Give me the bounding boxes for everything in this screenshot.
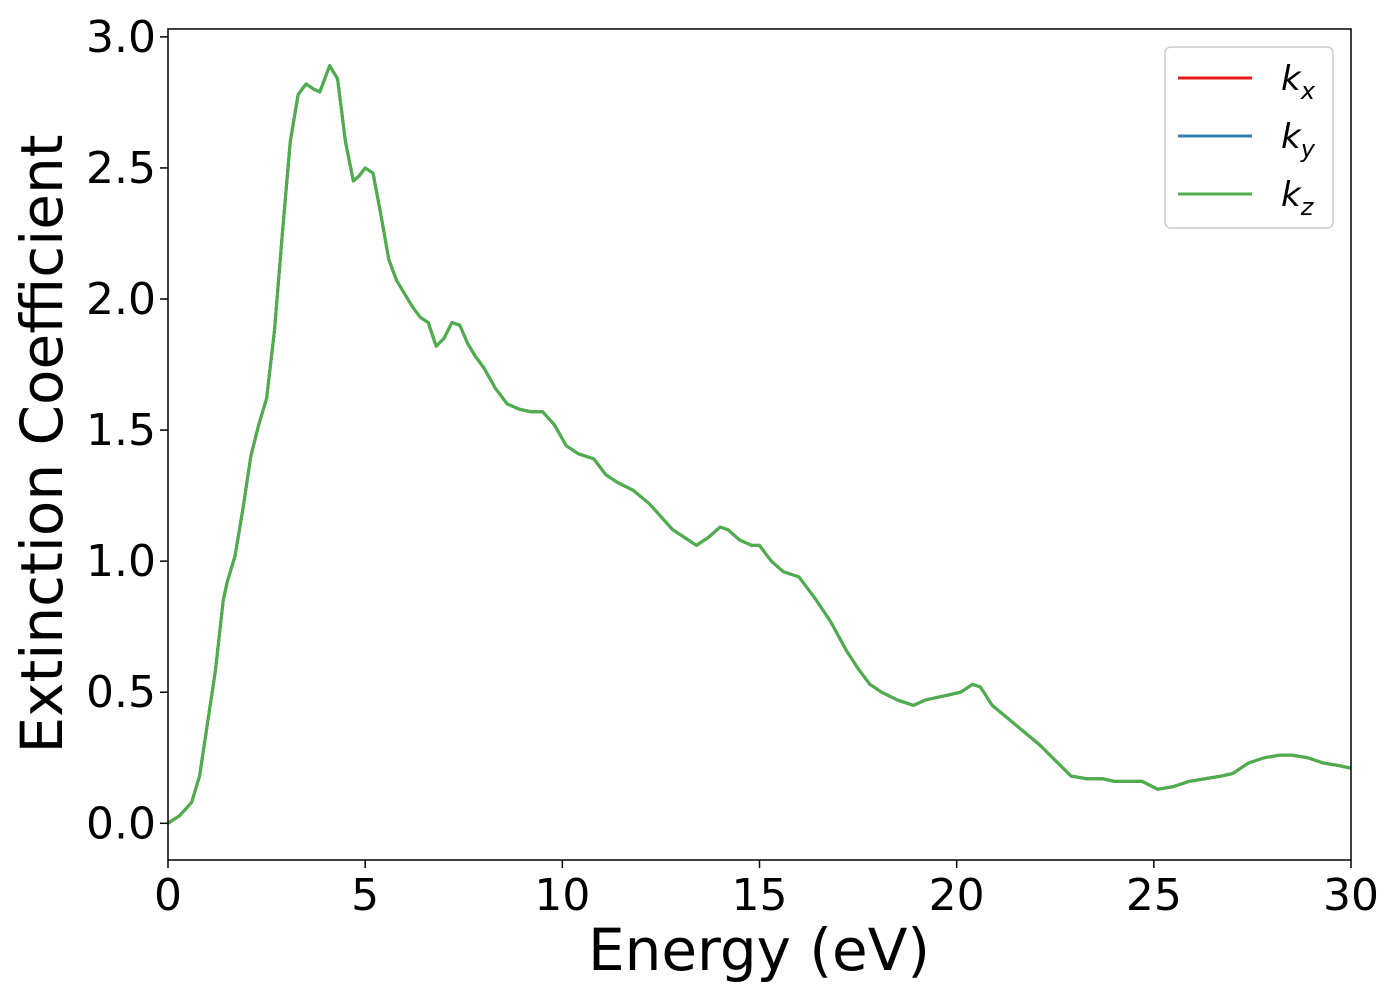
x-tick-label: 5 [351, 870, 379, 921]
y-tick-label: 1.0 [86, 536, 156, 587]
y-tick-label: 2.5 [86, 143, 156, 194]
x-tick-label: 20 [929, 870, 985, 921]
y-tick-label: 2.0 [86, 274, 156, 325]
legend-label-kx: kx [1281, 59, 1316, 105]
x-tick-label: 15 [732, 870, 788, 921]
plot-lines [167, 64, 1352, 825]
legend-label-kz: kz [1281, 175, 1315, 221]
x-tick-label: 30 [1323, 870, 1379, 921]
x-tick-label: 25 [1126, 870, 1182, 921]
legend-label-ky: ky [1281, 117, 1316, 163]
x-axis-ticks: 0 5 10 15 20 25 30 [154, 860, 1379, 921]
y-tick-label: 0.5 [86, 667, 156, 718]
legend-label-subscript: y [1300, 135, 1316, 163]
y-tick-label: 1.5 [86, 405, 156, 456]
legend-label-subscript: z [1300, 193, 1315, 221]
legend-label-main: k [1281, 117, 1302, 157]
x-tick-label: 0 [154, 870, 182, 921]
x-axis-label: Energy (eV) [588, 916, 930, 984]
y-axis-label: Extinction Coefficient [8, 135, 76, 754]
y-axis-ticks: 0.0 0.5 1.0 1.5 2.0 2.5 3.0 [86, 12, 168, 849]
x-tick-label: 10 [534, 870, 590, 921]
legend-label-subscript: x [1300, 77, 1316, 105]
y-tick-label: 3.0 [86, 12, 156, 63]
y-tick-label: 0.0 [86, 798, 156, 849]
legend-label-main: k [1281, 59, 1302, 99]
series-line-k-z [167, 64, 1352, 825]
legend-label-main: k [1281, 175, 1302, 215]
